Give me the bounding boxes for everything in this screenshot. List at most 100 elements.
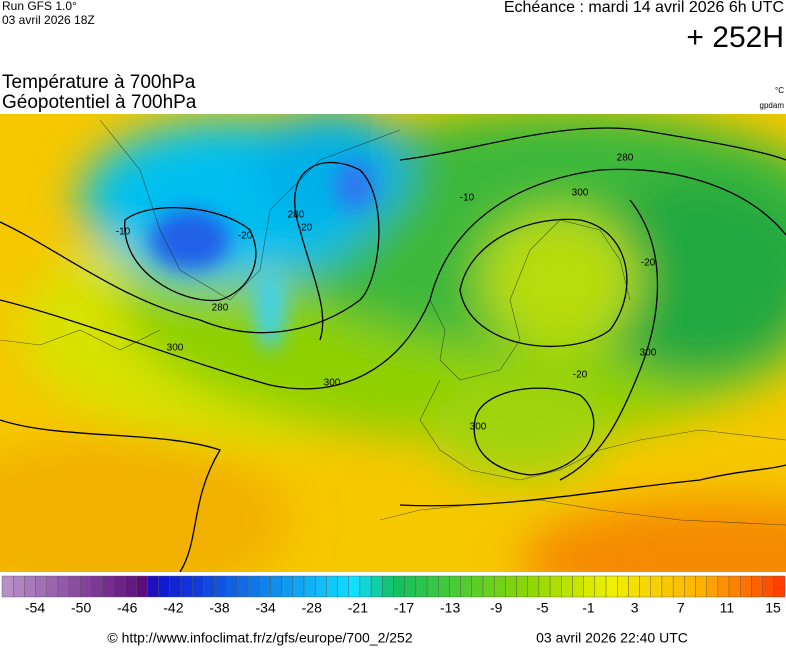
colorbar-cell (214, 575, 226, 598)
colorbar-cell (728, 575, 741, 598)
colorbar-cell (717, 575, 730, 598)
colorbar-cell (583, 575, 596, 598)
colorbar-cell (382, 575, 394, 598)
contour-label: 280 (212, 303, 229, 314)
colorbar-cell (158, 575, 170, 598)
colorbar-cell (24, 575, 36, 598)
colorbar-cell (650, 575, 663, 598)
map: 280 280 280 300 300 300 300 300 -10 -10 -20 -20 -20 -… (0, 114, 786, 572)
colorbar-cell (493, 575, 506, 598)
contour-labels: 280 280 280 300 300 300 300 300 -10 -10 -20 -20 -20 -… (116, 153, 657, 433)
colorbar-cell (762, 575, 775, 598)
run-date: 03 avril 2026 18Z (2, 13, 95, 27)
colorbar-cell (672, 575, 685, 598)
colorbar-label: -5 (536, 600, 549, 616)
colorbar-cell (337, 575, 349, 598)
colorbar-label: 15 (765, 600, 781, 616)
colorbar-cell (147, 575, 159, 598)
colorbar-label: -17 (394, 600, 414, 616)
colorbar-cell (203, 575, 215, 598)
colorbar-cell (594, 575, 607, 598)
unit-temperature: °C (775, 86, 784, 95)
colorbar-cell (684, 575, 696, 598)
colorbar-cell (35, 575, 47, 598)
colorbar-cell (527, 575, 540, 598)
colorbar-cell (57, 575, 70, 598)
title-geopotential: Géopotentiel à 700hPa (2, 92, 197, 113)
contour-label: -10 (460, 193, 475, 204)
colorbar-cell (46, 575, 59, 598)
colorbar-label: 7 (677, 600, 685, 616)
source-url: © http://www.infoclimat.fr/z/gfs/europe/… (107, 630, 412, 646)
contour-label: -20 (641, 258, 656, 269)
colorbar-cell (426, 575, 439, 598)
timestamp: 03 avril 2026 22:40 UTC (536, 630, 688, 646)
colorbar-cell (180, 575, 193, 598)
colorbar-cell (449, 575, 461, 598)
colorbar-cell (348, 575, 361, 598)
colorbar-cell (460, 575, 473, 598)
colorbar-cell (225, 575, 238, 598)
colorbar-cell (661, 575, 674, 598)
colorbar-label: -42 (163, 600, 183, 616)
contour-label: -20 (298, 223, 313, 234)
colorbar-cell (706, 575, 719, 598)
colorbar-cell (751, 575, 763, 598)
colorbar-cell (191, 575, 204, 598)
contour-label: -20 (238, 231, 253, 242)
colorbar-cell (91, 575, 103, 598)
colorbar-label: -46 (117, 600, 137, 616)
colorbar-label: -1 (582, 600, 595, 616)
colorbar-label: -28 (302, 600, 322, 616)
colorbar-cell (561, 575, 573, 598)
colorbar-cell (404, 575, 417, 598)
contour-label: 300 (572, 188, 589, 199)
colorbar-cell (628, 575, 640, 598)
colorbar-cell (124, 575, 137, 598)
contour-label: 300 (167, 343, 184, 354)
colorbar-label: 11 (720, 600, 735, 616)
colorbar-label: -13 (440, 600, 460, 616)
colorbar-cell (1, 575, 14, 598)
colorbar-cell (68, 575, 81, 598)
colorbar-cell (136, 575, 148, 598)
colorbar-cell (415, 575, 428, 598)
colorbar-cell (538, 575, 551, 598)
colorbar-cell (370, 575, 383, 598)
contour-label: 280 (617, 153, 634, 164)
colorbar-label: -38 (209, 600, 229, 616)
colorbar-cell (549, 575, 562, 598)
echeance: Echéance : mardi 14 avril 2026 6h UTC (504, 0, 784, 16)
colorbar-cell (102, 575, 115, 598)
colorbar-label: 3 (631, 600, 639, 616)
title-temperature: Température à 700hPa (2, 72, 196, 93)
contour-label: -10 (116, 227, 131, 238)
colorbar-cell (326, 575, 338, 598)
colorbar-cell (113, 575, 126, 598)
colorbar-label: -21 (348, 600, 368, 616)
colorbar-cell (471, 575, 484, 598)
colorbar-cell (695, 575, 707, 598)
colorbar-cell (393, 575, 405, 598)
lead-time: + 252H (686, 21, 784, 54)
contour-label: 280 (288, 210, 305, 221)
contour-label: -20 (573, 370, 588, 381)
run-label: Run GFS 1.0° (2, 0, 77, 13)
colorbar-cell (605, 575, 618, 598)
colorbar-cell (236, 575, 249, 598)
colorbar-cell (292, 575, 305, 598)
colorbar-cell (169, 575, 182, 598)
colorbar-cell (482, 575, 495, 598)
colorbar-cell (516, 575, 528, 598)
colorbar-label: -50 (71, 600, 91, 616)
colorbar-cell (773, 575, 786, 598)
colorbar: -54 -50 -46 -42 -38 -34 -28 -21 -17 -13 -9 -5 -1 3 7 11… (1, 575, 786, 616)
contour-label: 300 (324, 378, 341, 389)
unit-geopotential: gpdam (760, 101, 785, 110)
colorbar-cell (247, 575, 260, 598)
colorbar-cell (359, 575, 372, 598)
colorbar-cell (438, 575, 450, 598)
colorbar-cell (639, 575, 651, 598)
colorbar-cell (303, 575, 316, 598)
